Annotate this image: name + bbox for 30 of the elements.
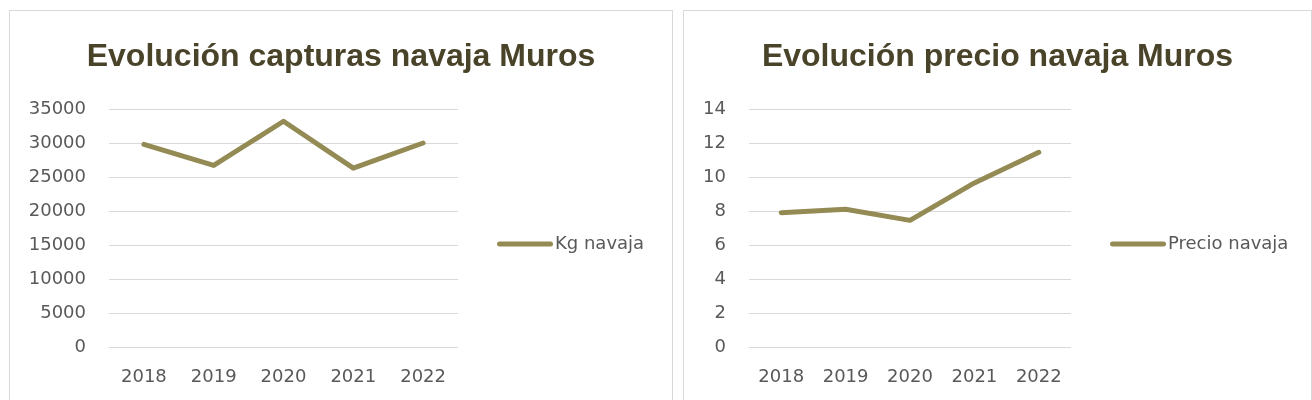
chart-title: Evolución capturas navaja Muros [86, 37, 596, 73]
y-tick-label: 25000 [28, 164, 86, 186]
x-tick-label: 2019 [822, 365, 869, 387]
y-tick-label: 14 [703, 96, 726, 118]
x-tick-label: 2022 [1015, 365, 1062, 387]
x-tick-label: 2021 [951, 365, 998, 387]
y-tick-label: 10 [703, 164, 726, 186]
y-tick-label: 20000 [28, 198, 86, 220]
y-tick-label: 15000 [28, 232, 86, 254]
x-tick-label: 2018 [758, 365, 805, 387]
y-tick-label: 2 [714, 300, 726, 322]
y-tick-label: 8 [714, 198, 726, 220]
y-tick-label: 0 [74, 334, 86, 356]
x-tick-label: 2020 [260, 365, 307, 387]
y-tick-label: 12 [703, 130, 726, 152]
legend-label: Kg navaja [555, 231, 645, 253]
x-tick-label: 2020 [887, 365, 933, 387]
y-tick-label: 0 [714, 334, 726, 356]
y-tick-label: 4 [714, 266, 726, 288]
chart-title: Evolución precio navaja Muros [761, 37, 1234, 73]
legend-label: Precio navaja [1168, 231, 1289, 253]
y-tick-label: 6 [714, 232, 726, 254]
x-tick-label: 2019 [190, 365, 237, 387]
y-tick-label: 35000 [28, 96, 86, 118]
y-tick-label: 5000 [40, 300, 86, 322]
y-tick-label: 30000 [28, 130, 86, 152]
x-tick-label: 2018 [120, 365, 167, 387]
x-tick-label: 2022 [400, 365, 447, 387]
x-tick-label: 2021 [330, 365, 377, 387]
y-tick-label: 10000 [28, 266, 86, 288]
